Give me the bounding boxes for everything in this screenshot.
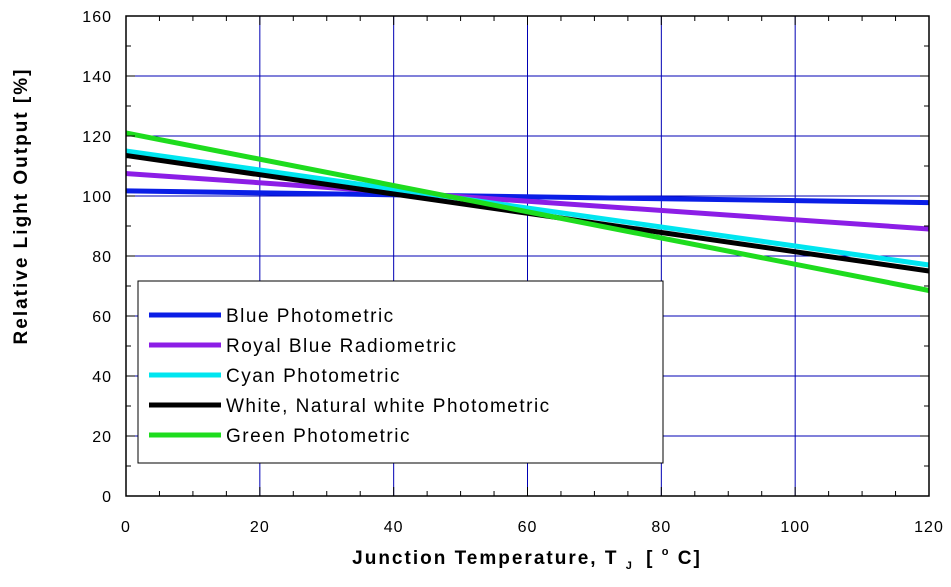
axes bbox=[125, 15, 930, 497]
legend-label: Green Photometric bbox=[226, 426, 411, 447]
series-line bbox=[125, 130, 930, 293]
legend-label: White, Natural white Photometric bbox=[226, 396, 551, 417]
y-tick-label: 0 bbox=[102, 489, 112, 506]
legend-label: Royal Blue Radiometric bbox=[226, 336, 458, 357]
x-tick-label: 80 bbox=[651, 519, 671, 536]
x-tick-label: 20 bbox=[250, 519, 270, 536]
y-tick-label: 100 bbox=[82, 189, 112, 206]
x-axis-title-subscript: J bbox=[626, 560, 634, 572]
x-tick-label: 0 bbox=[121, 519, 131, 536]
legend-label: Blue Photometric bbox=[226, 306, 395, 327]
x-axis-title-unit: C] bbox=[678, 548, 702, 569]
legend: Blue Photometric Royal Blue Radiometric Cy… bbox=[137, 280, 664, 464]
x-tick-label: 120 bbox=[914, 519, 944, 536]
x-axis-title-main: Junction Temperature, T bbox=[352, 548, 618, 569]
x-tick-label: 60 bbox=[518, 519, 538, 536]
tick-labels: 0 20 40 60 80 100 120 0 20 40 60 80 100 120 140 160 bbox=[82, 9, 944, 536]
y-tick-label: 120 bbox=[82, 129, 112, 146]
x-axis-title-degree: o bbox=[662, 546, 671, 558]
series-lines bbox=[125, 130, 930, 293]
y-tick-label: 20 bbox=[92, 429, 112, 446]
x-tick-label: 40 bbox=[384, 519, 404, 536]
series-line bbox=[125, 148, 930, 268]
x-axis-title-bracket-open: [ bbox=[646, 548, 654, 569]
y-axis-title: Relative Light Output [%] bbox=[11, 68, 32, 345]
y-tick-label: 140 bbox=[82, 69, 112, 86]
y-tick-label: 60 bbox=[92, 309, 112, 326]
x-tick-label: 100 bbox=[780, 519, 810, 536]
series-line bbox=[125, 171, 930, 232]
legend-box bbox=[137, 280, 664, 464]
y-tick-label: 160 bbox=[82, 9, 112, 26]
legend-label: Cyan Photometric bbox=[226, 366, 401, 387]
series-line bbox=[125, 188, 930, 206]
y-tick-label: 40 bbox=[92, 369, 112, 386]
x-axis-title: Junction Temperature, T J [ o C] bbox=[352, 539, 702, 574]
y-tick-label: 80 bbox=[92, 249, 112, 266]
